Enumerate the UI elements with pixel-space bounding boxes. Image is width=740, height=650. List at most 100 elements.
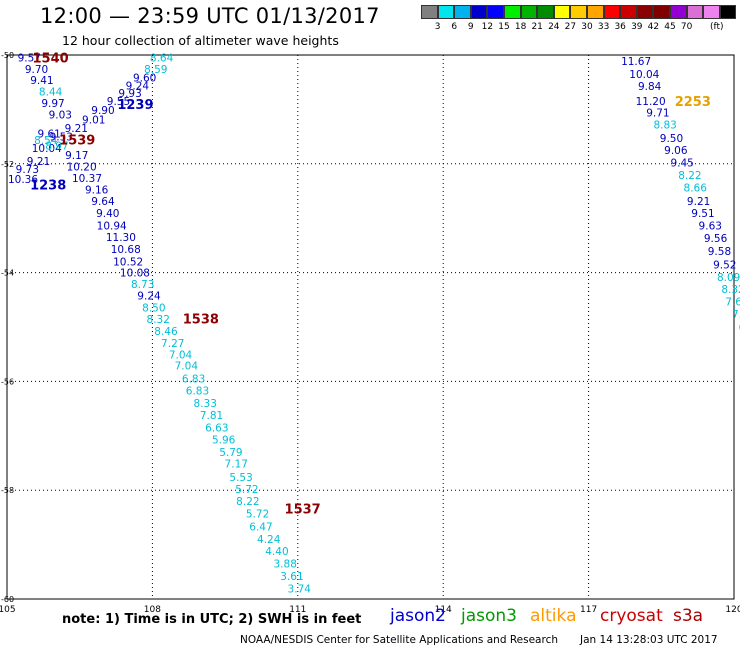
legend-label: 6 bbox=[451, 22, 458, 32]
swh-value-label: 3.61 bbox=[280, 571, 303, 583]
swh-value-label: 10.04 bbox=[629, 69, 659, 81]
sat-jason2: jason2 bbox=[390, 606, 446, 626]
legend-label: 39 bbox=[631, 22, 643, 32]
legend-swatch bbox=[454, 5, 471, 19]
swh-value-label: 3.88 bbox=[274, 559, 297, 571]
legend-label: 30 bbox=[581, 22, 593, 32]
legend-label: 42 bbox=[647, 22, 660, 32]
page-subtitle: 12 hour collection of altimeter wave hei… bbox=[62, 33, 339, 48]
lon-tick-label: 105 bbox=[0, 605, 16, 615]
pass-time-label: 1239 bbox=[117, 98, 153, 113]
swh-value-label: 9.70 bbox=[25, 64, 48, 76]
legend-swatch bbox=[470, 5, 488, 19]
legend-unit: (ft) bbox=[710, 22, 724, 32]
legend-swatch bbox=[586, 5, 604, 19]
swh-value-label: 9.51 bbox=[691, 208, 714, 220]
swh-value-label: 10.36 bbox=[8, 174, 38, 186]
swh-value-label: 9.45 bbox=[670, 158, 693, 170]
swh-value-label: 9.73 bbox=[16, 164, 39, 176]
swh-value-label: 9.21 bbox=[687, 196, 710, 208]
legend-swatch bbox=[653, 5, 670, 19]
pass-time-label: 1238 bbox=[30, 178, 66, 193]
legend-swatches bbox=[421, 5, 737, 19]
swh-value-label: 8.59 bbox=[144, 64, 167, 76]
swh-value-label: 11.67 bbox=[621, 56, 651, 68]
pass-time-label: 2253 bbox=[675, 95, 711, 110]
lat-tick-label: -52 bbox=[1, 160, 14, 169]
swh-value-label: 9.90 bbox=[91, 105, 114, 117]
legend-label: 3 bbox=[434, 22, 441, 32]
map-frame bbox=[6, 54, 735, 600]
swh-value-label: 9.58 bbox=[708, 246, 731, 258]
legend-label: 9 bbox=[467, 22, 474, 32]
swh-value-label: 8.22 bbox=[678, 170, 701, 182]
legend-label: 18 bbox=[514, 22, 527, 32]
legend-label: 12 bbox=[481, 22, 494, 32]
legend-swatch bbox=[537, 5, 554, 19]
lat-tick-label: -54 bbox=[1, 269, 14, 278]
swh-value-label: 10.52 bbox=[113, 257, 143, 269]
sat-altika: altika bbox=[530, 606, 577, 626]
legend-label: 70 bbox=[680, 22, 693, 32]
legend-swatch bbox=[503, 5, 521, 19]
swh-value-label: 7.04 bbox=[169, 350, 193, 362]
swh-value-label: 6.63 bbox=[205, 423, 228, 435]
legend-swatch bbox=[520, 5, 538, 19]
lon-tick-label: 114 bbox=[435, 605, 452, 615]
swh-value-label: 9.93 bbox=[118, 88, 141, 100]
swh-value-label: 8.09 bbox=[717, 272, 740, 284]
color-legend: 3 6 9 12 15 18 21 24 27 30 33 36 39 42 45 70 (ft) bbox=[421, 5, 737, 32]
legend-label: 24 bbox=[548, 22, 560, 32]
legend-swatch bbox=[437, 5, 455, 19]
swh-value-label: 10.37 bbox=[72, 173, 102, 185]
swh-value-label: 9.52 bbox=[713, 259, 736, 271]
swh-value-label: 8.64 bbox=[150, 53, 174, 65]
swh-value-label: 10.08 bbox=[120, 268, 150, 280]
swh-value-label: 8.73 bbox=[131, 279, 154, 291]
swh-value-label: 9.01 bbox=[82, 115, 105, 127]
legend-labels: 3 6 9 12 15 18 21 24 27 30 33 36 39 42 45 70 bbox=[421, 22, 731, 34]
swh-value-label: 10.68 bbox=[111, 244, 141, 256]
lat-tick-label: -56 bbox=[1, 377, 14, 386]
footer-timestamp: Jan 14 13:28:03 UTC 2017 bbox=[580, 634, 718, 646]
legend-swatch bbox=[553, 5, 571, 19]
swh-value-label: 3.74 bbox=[288, 584, 312, 596]
swh-value-label: 11.30 bbox=[106, 232, 136, 244]
legend-swatch bbox=[421, 5, 438, 19]
lat-tick-label: -60 bbox=[1, 595, 14, 604]
swh-value-label: 5.53 bbox=[229, 472, 252, 484]
page-title: 12:00 — 23:59 UTC 01/13/2017 bbox=[40, 4, 380, 28]
swh-value-label: 9.21 bbox=[65, 123, 88, 135]
pass-time-label: 1537 bbox=[285, 503, 321, 518]
swh-value-label: 7.81 bbox=[200, 410, 223, 422]
swh-value-label: 8.54 bbox=[34, 135, 58, 147]
lon-tick-label: 120 bbox=[725, 605, 740, 615]
swh-value-label: 8.32 bbox=[721, 284, 740, 296]
swh-value-label: 9.56 bbox=[704, 233, 728, 245]
swh-value-label: 9.41 bbox=[30, 75, 53, 87]
swh-value-label: 10.94 bbox=[97, 220, 127, 232]
legend-label: 36 bbox=[614, 22, 626, 32]
swh-value-label: 4.24 bbox=[257, 534, 281, 546]
legend-swatch bbox=[487, 5, 504, 19]
legend-swatch bbox=[636, 5, 654, 19]
swh-value-label: 7.04 bbox=[175, 361, 199, 373]
swh-value-label: 9.61 bbox=[37, 128, 60, 140]
swh-value-label: 9.06 bbox=[664, 145, 688, 157]
pass-time-label: 1539 bbox=[59, 133, 95, 148]
swh-value-label: 9.64 bbox=[91, 196, 115, 208]
swh-value-label: 10.20 bbox=[67, 162, 97, 174]
swh-value-label: 5.72 bbox=[246, 509, 269, 521]
swh-value-label: 8.83 bbox=[653, 120, 676, 132]
swh-value-label: 8.97 bbox=[45, 140, 68, 152]
swh-value-label: 9.24 bbox=[126, 80, 150, 92]
swh-value-label: 9.97 bbox=[41, 98, 64, 110]
legend-swatch bbox=[703, 5, 720, 19]
legend-swatch bbox=[686, 5, 704, 19]
swh-value-label: 4.40 bbox=[265, 546, 288, 558]
lon-tick-label: 117 bbox=[580, 605, 597, 615]
swh-value-label: 9.03 bbox=[49, 109, 72, 121]
swh-value-label: 6.83 bbox=[186, 386, 209, 398]
swh-value-label: 7.3 bbox=[732, 309, 740, 321]
